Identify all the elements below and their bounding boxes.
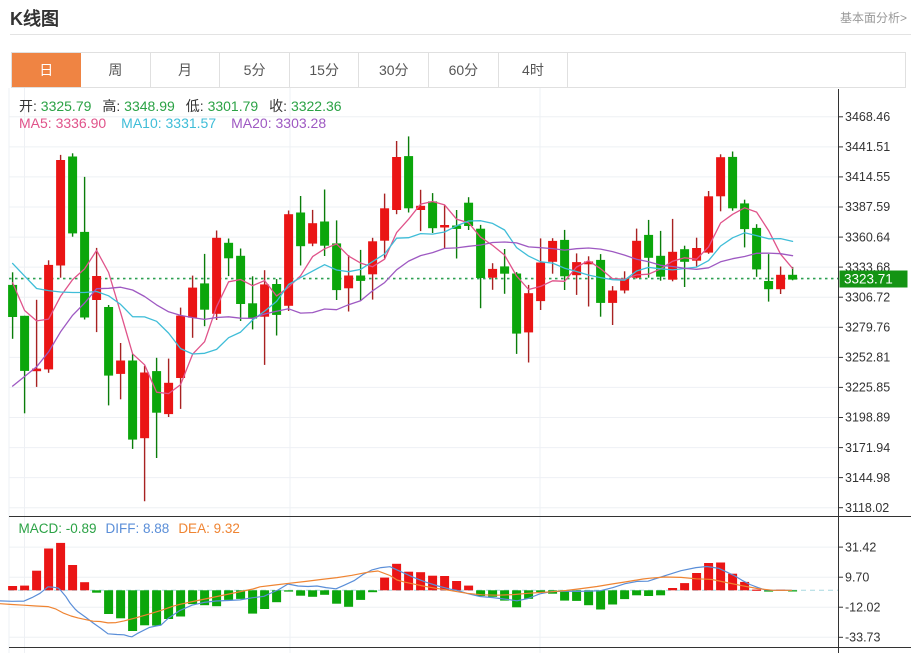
svg-text:3225.85: 3225.85: [845, 381, 890, 395]
svg-text:3171.94: 3171.94: [845, 441, 890, 455]
svg-text:3144.98: 3144.98: [845, 471, 890, 485]
svg-text:31.42: 31.42: [845, 540, 876, 554]
svg-text:3198.89: 3198.89: [845, 411, 890, 425]
svg-text:3279.76: 3279.76: [845, 321, 890, 335]
svg-text:3118.02: 3118.02: [845, 501, 889, 515]
svg-text:3414.55: 3414.55: [845, 170, 890, 184]
svg-text:3387.59: 3387.59: [845, 200, 890, 214]
svg-text:3360.64: 3360.64: [845, 230, 890, 244]
svg-text:3323.71: 3323.71: [844, 272, 893, 287]
svg-text:9.70: 9.70: [845, 570, 869, 584]
svg-text:-33.73: -33.73: [845, 631, 880, 645]
svg-text:3306.72: 3306.72: [845, 290, 890, 304]
svg-text:3468.46: 3468.46: [845, 110, 890, 124]
svg-text:3252.81: 3252.81: [845, 351, 890, 365]
svg-text:3441.51: 3441.51: [845, 140, 890, 154]
svg-text:-12.02: -12.02: [845, 600, 880, 614]
